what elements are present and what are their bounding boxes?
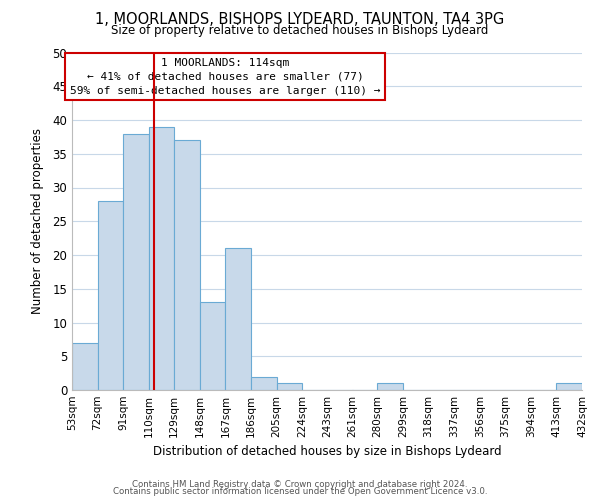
- Text: Contains public sector information licensed under the Open Government Licence v3: Contains public sector information licen…: [113, 487, 487, 496]
- Bar: [123, 134, 149, 390]
- Bar: [377, 383, 403, 390]
- Bar: [174, 140, 200, 390]
- Y-axis label: Number of detached properties: Number of detached properties: [31, 128, 44, 314]
- Bar: [556, 383, 582, 390]
- Text: Size of property relative to detached houses in Bishops Lydeard: Size of property relative to detached ho…: [112, 24, 488, 37]
- Bar: [149, 126, 174, 390]
- Text: Contains HM Land Registry data © Crown copyright and database right 2024.: Contains HM Land Registry data © Crown c…: [132, 480, 468, 489]
- X-axis label: Distribution of detached houses by size in Bishops Lydeard: Distribution of detached houses by size …: [152, 446, 502, 458]
- Bar: [98, 201, 123, 390]
- Bar: [72, 343, 98, 390]
- Bar: [226, 248, 251, 390]
- Bar: [251, 376, 277, 390]
- Text: 1 MOORLANDS: 114sqm
← 41% of detached houses are smaller (77)
59% of semi-detach: 1 MOORLANDS: 114sqm ← 41% of detached ho…: [70, 58, 380, 96]
- Text: 1, MOORLANDS, BISHOPS LYDEARD, TAUNTON, TA4 3PG: 1, MOORLANDS, BISHOPS LYDEARD, TAUNTON, …: [95, 12, 505, 28]
- Bar: [200, 302, 226, 390]
- Bar: [277, 383, 302, 390]
